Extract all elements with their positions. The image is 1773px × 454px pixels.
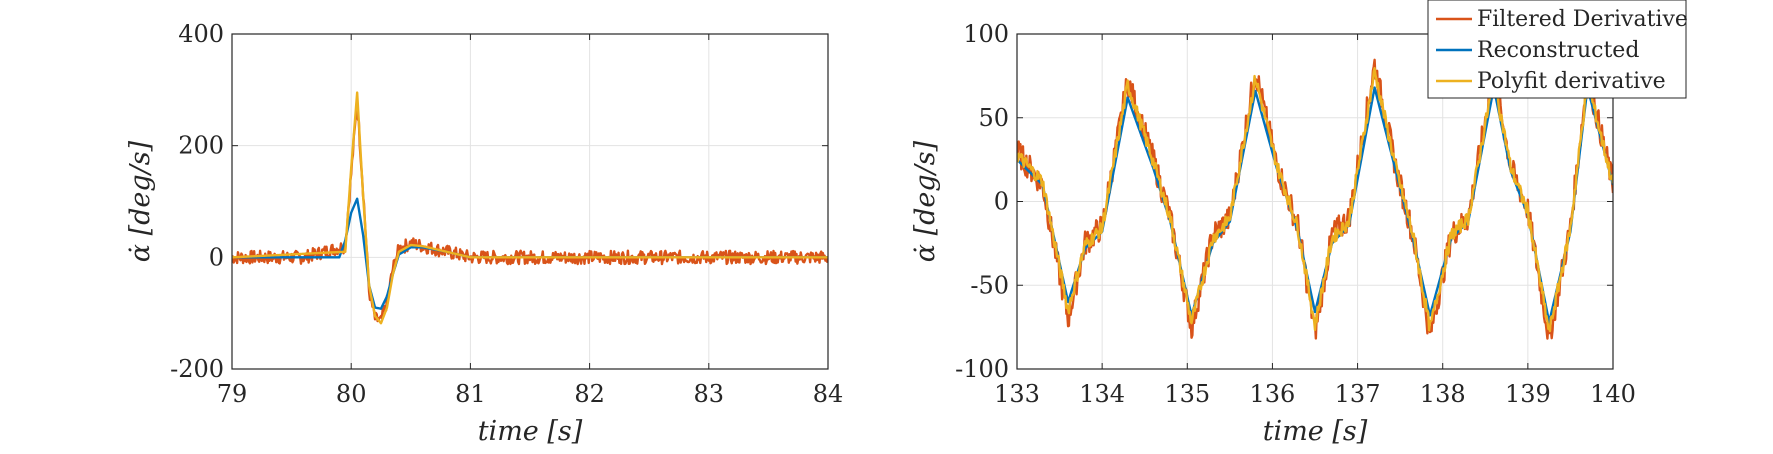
legend-entry: Reconstructed	[1477, 38, 1639, 63]
y-tick-label: -50	[970, 271, 1009, 299]
y-tick-label: 0	[209, 243, 224, 271]
y-tick-label: 100	[963, 20, 1009, 48]
x-axis-label: time [s]	[478, 416, 583, 447]
x-tick-label: 139	[1505, 380, 1551, 408]
y-axis-label: α̇ [deg/s]	[910, 140, 941, 262]
x-axis-label: time [s]	[1263, 416, 1368, 447]
x-tick-label: 79	[217, 380, 248, 408]
series-line-polyfit-derivative	[232, 91, 828, 325]
y-tick-label: -100	[955, 355, 1009, 383]
x-tick-label: 133	[994, 380, 1040, 408]
x-tick-label: 134	[1079, 380, 1125, 408]
y-tick-label: 400	[178, 20, 224, 48]
y-tick-label: -200	[170, 355, 224, 383]
x-tick-label: 136	[1250, 380, 1296, 408]
series-line-polyfit-derivative	[1017, 67, 1613, 333]
x-tick-label: 82	[574, 380, 605, 408]
series-group	[232, 91, 828, 325]
x-tick-label: 83	[694, 380, 725, 408]
y-axis-label: α̇ [deg/s]	[125, 140, 156, 262]
right-chart: 133 134 135 136 137 138 139 140 -100 -50 0 50 100 tim…	[910, 0, 1688, 447]
x-tick-label: 81	[455, 380, 486, 408]
axes-box	[1016, 33, 1614, 370]
x-tick-label: 135	[1164, 380, 1210, 408]
axes-box	[231, 33, 829, 370]
series-group	[1017, 58, 1613, 340]
x-tick-label: 138	[1420, 380, 1466, 408]
x-tick-label: 137	[1335, 380, 1381, 408]
left-chart: 79 80 81 82 83 84 -200 0 200 400 time [s] α̇ [deg/s…	[125, 20, 843, 447]
y-tick-label: 50	[978, 104, 1009, 132]
x-tick-label: 140	[1590, 380, 1636, 408]
x-tick-label: 80	[336, 380, 367, 408]
series-line-filtered-derivative	[232, 101, 828, 323]
legend-entry: Polyfit derivative	[1477, 69, 1666, 94]
plot-area	[232, 34, 828, 369]
y-tick-label: 0	[994, 188, 1009, 216]
x-tick-label: 84	[813, 380, 844, 408]
y-tick-label: 200	[178, 132, 224, 160]
legend: Filtered Derivative Reconstructed Polyfit …	[1427, 0, 1688, 99]
legend-entry: Filtered Derivative	[1477, 7, 1688, 32]
